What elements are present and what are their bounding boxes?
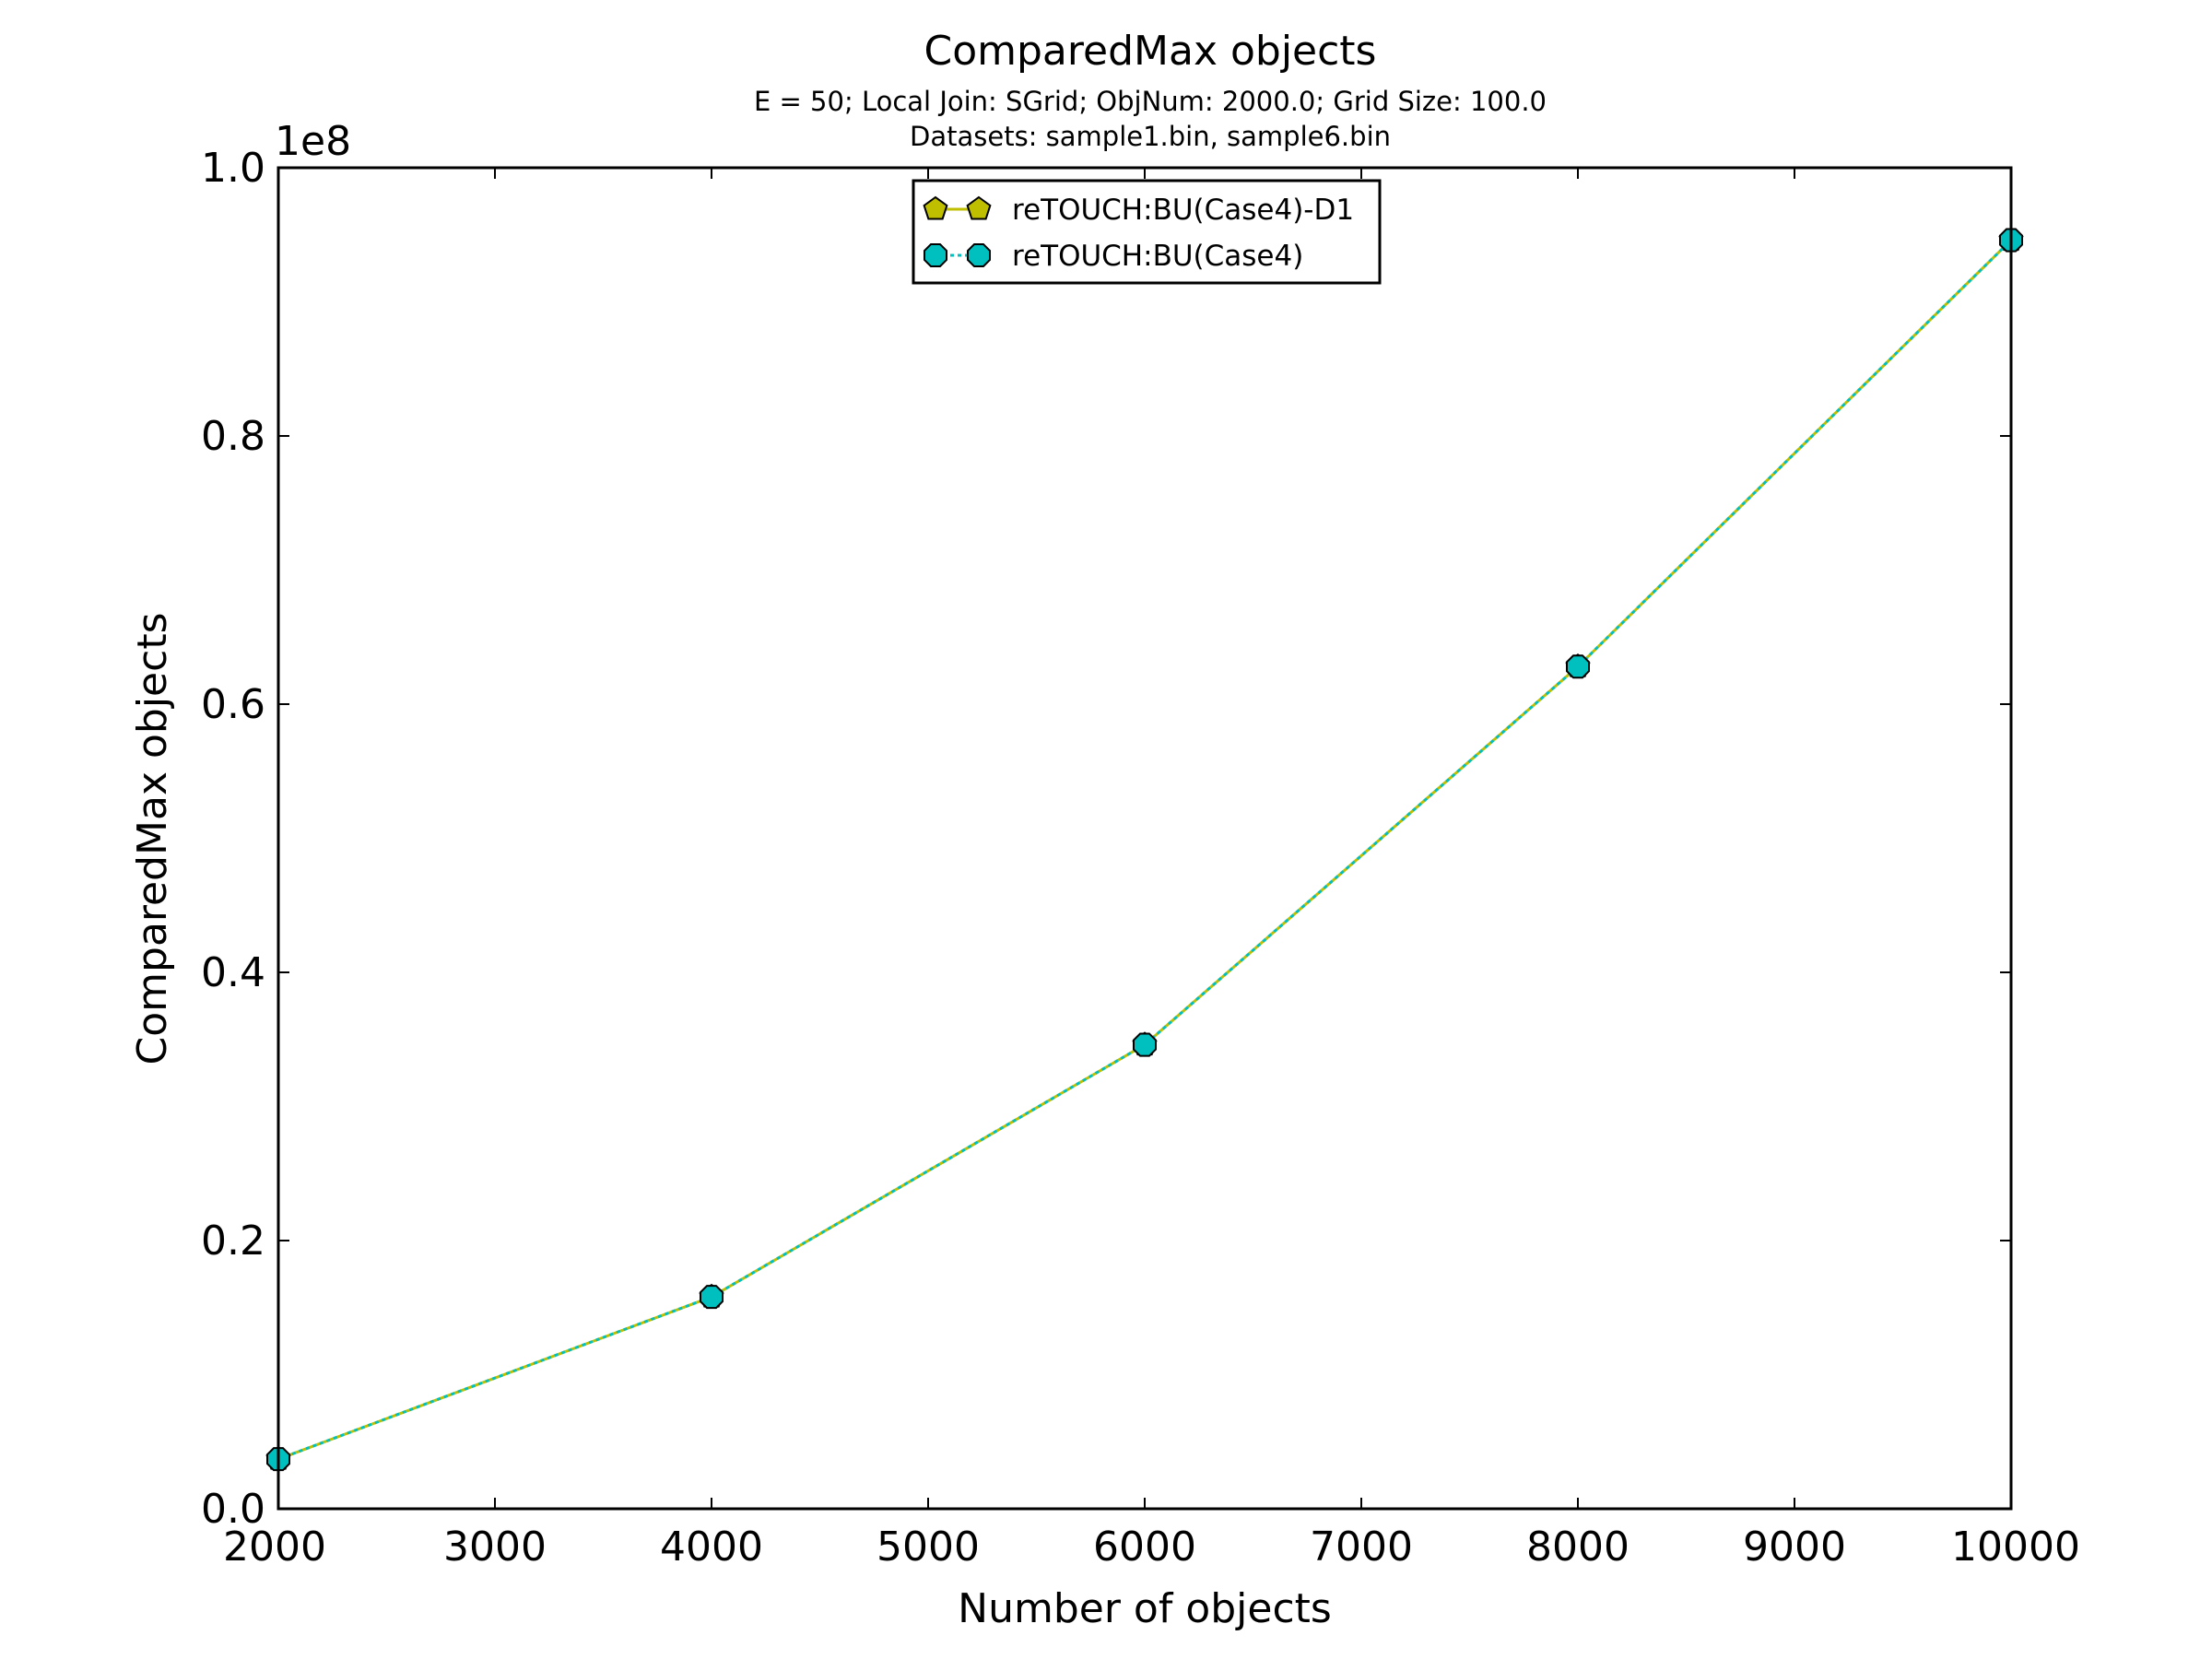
series-markers xyxy=(265,227,2024,1472)
x-tick-label: 4000 xyxy=(660,1524,763,1571)
chart-subtitle-line-2: Datasets: sample1.bin, sample6.bin xyxy=(910,121,1391,152)
axis-ticks xyxy=(277,167,2012,1510)
series-line xyxy=(277,239,2013,1461)
x-axis-label: Number of objects xyxy=(958,1585,1332,1632)
series-line xyxy=(277,239,2013,1461)
x-tick-label: 8000 xyxy=(1526,1524,1630,1571)
x-tick-label: 6000 xyxy=(1093,1524,1196,1571)
axis-tick-labels: 2000 3000 4000 5000 6000 7000 8000 9000 10000 0.0… xyxy=(201,145,2080,1571)
legend-label: reTOUCH:BU(Case4)-D1 xyxy=(1012,194,1354,227)
legend-marker xyxy=(923,242,948,268)
x-tick-label: 5000 xyxy=(877,1524,980,1571)
y-tick-label: 0.6 xyxy=(201,681,265,728)
legend: reTOUCH:BU(Case4)-D1 reTOUCH:BU(Case4) xyxy=(912,179,1382,285)
legend-marker xyxy=(966,195,992,220)
legend-box xyxy=(912,179,1382,285)
plot-area-frame xyxy=(276,166,2013,1511)
y-tick-label: 0.4 xyxy=(201,949,265,996)
x-tick-label: 3000 xyxy=(443,1524,547,1571)
x-tick-label: 2000 xyxy=(223,1524,326,1571)
chart-title: ComparedMax objects xyxy=(924,28,1377,75)
legend-marker xyxy=(923,195,948,220)
x-tick-label: 9000 xyxy=(1743,1524,1846,1571)
chart-subtitle-line-1: E = 50; Local Join: SGrid; ObjNum: 2000.… xyxy=(754,86,1547,117)
y-tick-label: 0.2 xyxy=(201,1218,265,1265)
y-tick-label: 0.0 xyxy=(201,1486,265,1533)
data-point xyxy=(1132,1032,1158,1057)
x-tick-label: 10000 xyxy=(1951,1524,2080,1571)
y-offset-label: 1e8 xyxy=(275,118,351,165)
y-tick-label: 1.0 xyxy=(201,145,265,192)
legend-label: reTOUCH:BU(Case4) xyxy=(1012,240,1303,273)
data-point xyxy=(1565,654,1591,679)
legend-entries: reTOUCH:BU(Case4)-D1 reTOUCH:BU(Case4) xyxy=(923,194,1354,273)
x-tick-label: 7000 xyxy=(1310,1524,1413,1571)
legend-marker xyxy=(966,242,992,268)
series-lines xyxy=(277,239,2013,1461)
y-tick-label: 0.8 xyxy=(201,413,265,460)
data-point xyxy=(699,1285,724,1310)
y-axis-label: ComparedMax objects xyxy=(129,613,176,1065)
